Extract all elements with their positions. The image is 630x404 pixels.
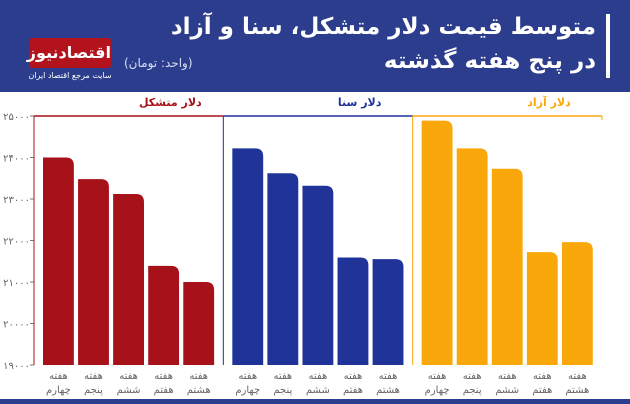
bar: [372, 259, 404, 365]
x-tick-label: هفته: [49, 371, 68, 382]
x-tick-label: هفته: [344, 371, 363, 382]
bar: [421, 120, 453, 365]
logo-tagline: سایت مرجع اقتصاد ایران: [28, 71, 112, 80]
x-tick-label: هفتم: [532, 385, 552, 396]
logo: اقتصادنیوز سایت مرجع اقتصاد ایران: [22, 38, 118, 86]
x-tick-label: هشتم: [376, 385, 400, 396]
x-tick-label: هفته: [238, 371, 257, 382]
x-tick-label: هفته: [154, 371, 173, 382]
x-tick-label: پنجم: [463, 385, 482, 396]
series-label: دلار آزاد: [527, 95, 571, 109]
bar: [232, 148, 264, 365]
x-tick-label: هفته: [273, 371, 292, 382]
x-tick-label: هفته: [189, 371, 208, 382]
x-tick-label: هفته: [568, 371, 587, 382]
bar: [113, 194, 144, 365]
chart-title: متوسط قیمت دلار متشکل، سنا و آزاد در پنج…: [170, 14, 596, 74]
x-tick-label: هفته: [463, 371, 482, 382]
x-tick-label: هفته: [428, 371, 447, 382]
x-tick-label: هشتم: [187, 385, 211, 396]
series-label: دلار سنا: [338, 96, 382, 109]
x-tick-label: ششم: [117, 385, 141, 396]
x-tick-label: چهارم: [46, 385, 71, 396]
x-tick-label: ششم: [495, 385, 519, 396]
x-tick-label: هشتم: [565, 385, 589, 396]
bar: [267, 173, 299, 365]
x-tick-label: هفته: [84, 371, 103, 382]
title-accent-bar: [606, 14, 610, 78]
y-tick-label: ۱۹۰۰۰: [3, 361, 30, 372]
header-banner: متوسط قیمت دلار متشکل، سنا و آزاد در پنج…: [0, 0, 630, 92]
bar: [302, 185, 334, 365]
x-tick-label: هفتم: [343, 385, 363, 396]
bar: [43, 157, 74, 365]
y-tick-label: ۲۲۰۰۰: [3, 237, 30, 248]
unit-label: (واحد: تومان): [124, 56, 193, 70]
bar: [337, 257, 369, 365]
bar: [526, 252, 558, 365]
y-tick-label: ۲۴۰۰۰: [3, 154, 30, 165]
x-tick-label: ششم: [306, 385, 330, 396]
y-tick-label: ۲۱۰۰۰: [3, 278, 30, 289]
series-label: دلار متشکل: [139, 96, 202, 109]
x-tick-label: پنجم: [84, 385, 103, 396]
logo-mark: اقتصادنیوز: [27, 38, 111, 68]
x-tick-label: چهارم: [235, 385, 260, 396]
y-tick-label: ۲۵۰۰۰: [3, 112, 30, 123]
x-tick-label: هفته: [309, 371, 328, 382]
x-tick-label: هفته: [379, 371, 398, 382]
y-tick-label: ۲۰۰۰۰: [3, 320, 30, 331]
x-tick-label: چهارم: [425, 385, 450, 396]
x-tick-label: هفتم: [154, 385, 174, 396]
footer-line: [0, 399, 630, 404]
x-tick-label: پنجم: [273, 385, 292, 396]
bar: [148, 265, 180, 365]
x-tick-label: هفته: [498, 371, 517, 382]
bar: [491, 168, 523, 365]
x-tick-label: هفته: [119, 371, 138, 382]
bar: [456, 148, 488, 365]
bar: [183, 282, 215, 365]
y-tick-label: ۲۳۰۰۰: [3, 195, 30, 206]
bar-chart: ۱۹۰۰۰ ۲۰۰۰۰ ۲۱۰۰۰ ۲۲۰۰۰ ۲۳۰۰۰ ۲۴۰۰۰ ۲۵۰۰۰ دلار …: [3, 95, 603, 396]
x-tick-label: هفته: [533, 371, 552, 382]
bar: [561, 242, 593, 365]
bar: [78, 179, 109, 365]
